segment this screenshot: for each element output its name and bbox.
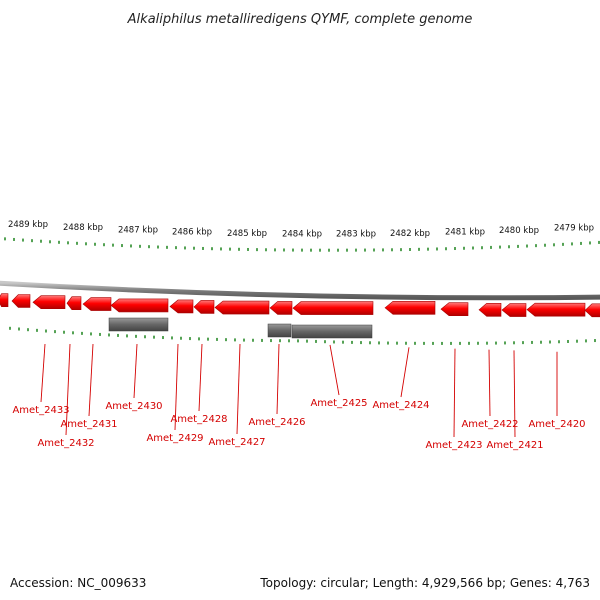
label-leader [198, 343, 203, 412]
scale-label: 2485 kbp [227, 229, 267, 239]
gene-label: Amet_2423 [425, 440, 482, 451]
gene-label: Amet_2427 [208, 437, 265, 448]
scale-label: 2480 kbp [499, 226, 539, 236]
gene-arrow [11, 294, 31, 308]
scale-label: 2486 kbp [172, 228, 212, 238]
rna-feature [291, 324, 373, 339]
gene-arrow [440, 302, 469, 316]
scale-label: 2479 kbp [554, 223, 594, 233]
scale-labels: 2489 kbp 2488 kbp 2487 kbp 2486 kbp 2485 kbp… [8, 220, 594, 240]
scale-label: 2484 kbp [282, 230, 322, 240]
gene-label-leaders [40, 343, 558, 438]
gene-label: Amet_2421 [486, 440, 543, 451]
gene-label: Amet_2428 [170, 414, 227, 425]
gene-label: Amet_2420 [528, 419, 585, 430]
gene-arrow [478, 302, 502, 317]
label-leader [174, 343, 179, 431]
gene-arrow [82, 297, 112, 311]
accession: Accession: NC_009633 [10, 576, 146, 590]
gene-label: Amet_2424 [372, 400, 429, 411]
scale-label: 2481 kbp [445, 228, 485, 238]
gene-arrow [110, 298, 169, 313]
rna-feature [267, 323, 292, 338]
scale-label: 2488 kbp [63, 223, 103, 233]
gene-arrow [214, 300, 270, 315]
gene-arrow [292, 301, 374, 315]
gene-label: Amet_2431 [60, 419, 117, 430]
gene-arrow [66, 296, 82, 311]
gene-arrow [501, 303, 527, 317]
label-leader [513, 350, 516, 438]
gene-arrow [193, 300, 215, 314]
rna-features [108, 317, 373, 339]
label-leader [276, 343, 280, 415]
gene-label: Amet_2430 [105, 401, 162, 412]
gene-arrow [169, 299, 194, 314]
gene-arrow [384, 301, 436, 315]
gene-labels: Amet_2433 Amet_2432 Amet_2431 Amet_2430 Amet… [12, 398, 585, 451]
map-title: Alkaliphilus metalliredigens QYMF, compl… [127, 12, 473, 27]
lower-scale-ticks [9, 326, 596, 345]
gene-arrow [32, 295, 66, 310]
gene-arrow [584, 303, 600, 318]
label-leader [88, 343, 94, 417]
rna-feature [108, 317, 169, 332]
gene-label: Amet_2429 [146, 433, 203, 444]
genome-info: Topology: circular; Length: 4,929,566 bp… [259, 576, 590, 590]
label-leader [40, 343, 46, 403]
label-leader [488, 349, 491, 417]
scale-ticks [4, 237, 600, 252]
label-leader [453, 348, 456, 438]
scale-label: 2487 kbp [118, 226, 158, 236]
label-leader [133, 343, 138, 399]
gene-arrow [0, 293, 9, 307]
gene-label: Amet_2425 [310, 398, 367, 409]
gene-arrow [269, 301, 293, 315]
label-leader [236, 343, 241, 435]
label-leader [65, 343, 71, 436]
genome-backbone [0, 280, 600, 301]
scale-label: 2482 kbp [390, 229, 430, 239]
label-leader [329, 344, 340, 396]
scale-label: 2489 kbp [8, 220, 48, 230]
gene-label: Amet_2432 [37, 438, 94, 449]
gene-features [0, 293, 600, 318]
gene-label: Amet_2426 [248, 417, 305, 428]
label-leader [400, 347, 410, 398]
gene-label: Amet_2433 [12, 405, 69, 416]
scale-label: 2483 kbp [336, 230, 376, 240]
gene-label: Amet_2422 [461, 419, 518, 430]
gene-arrow [526, 302, 586, 317]
